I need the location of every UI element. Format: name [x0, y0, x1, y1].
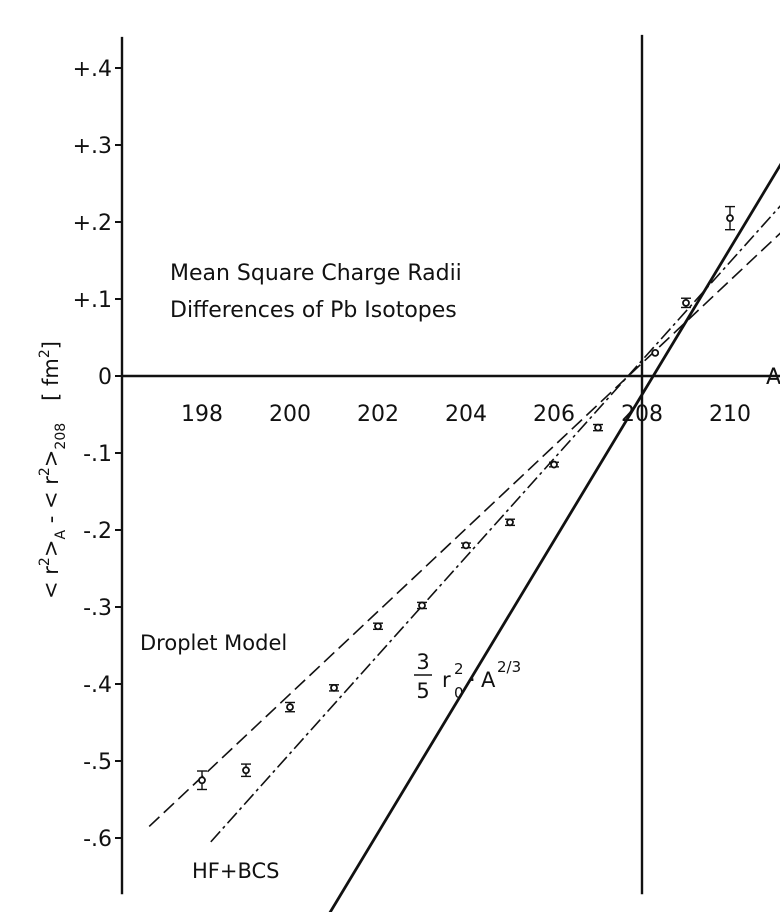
data-point — [593, 423, 603, 432]
y-label-gt2: > — [39, 450, 63, 468]
y-tick-label: +.1 — [73, 288, 112, 313]
data-marker — [726, 214, 734, 223]
formula-r: r — [442, 668, 451, 692]
y-label-unit-sup: 2 — [37, 349, 53, 358]
model-lines — [148, 162, 780, 912]
chart-title-line-2: Differences of Pb Isotopes — [170, 298, 457, 323]
formula-dot: · — [469, 668, 476, 692]
data-point — [241, 763, 251, 778]
data-points — [197, 205, 735, 791]
data-point — [461, 541, 471, 550]
y-label-mid: - < r — [39, 476, 63, 530]
formula-label: 3 5 r 2 0 · A 2/3 — [414, 650, 521, 703]
data-marker — [242, 766, 250, 775]
data-marker — [651, 348, 660, 357]
data-point — [725, 205, 735, 231]
axes — [120, 34, 780, 895]
chart-title-line-1: Mean Square Charge Radii — [170, 261, 462, 286]
formula-r-subscript: 0 — [454, 684, 464, 702]
data-point — [197, 770, 207, 791]
y-label-unit-close: ] — [39, 341, 63, 349]
y-label-unit-open: [ fm — [39, 358, 63, 401]
svg-text:< r2>A - < r2>208[ fm2]: < r2>A - < r2>208[ fm2] — [37, 341, 69, 599]
data-marker — [286, 703, 294, 711]
droplet-model-line — [148, 232, 780, 828]
y-tick-label: -.1 — [83, 442, 112, 467]
formula-r-superscript: 2 — [454, 660, 464, 678]
data-point — [329, 683, 339, 692]
x-tick-label: 198 — [181, 402, 223, 427]
data-marker — [550, 460, 558, 469]
formula-fraction-denominator: 5 — [416, 679, 429, 703]
data-marker — [462, 541, 470, 550]
hf-bcs-label: HF+BCS — [192, 859, 280, 883]
y-label-lt1: < r — [39, 566, 63, 599]
data-point — [373, 622, 383, 631]
data-marker — [506, 518, 514, 527]
y-tick-label: +.2 — [73, 211, 112, 236]
y-label-sup1: 2 — [37, 557, 53, 566]
y-axis-label: < r2>A - < r2>208[ fm2] — [37, 341, 69, 599]
data-point — [505, 518, 515, 527]
x-tick-label: 206 — [533, 402, 575, 427]
y-tick-label: -.5 — [83, 750, 112, 775]
data-marker — [594, 423, 602, 432]
y-tick-label: -.3 — [83, 596, 112, 621]
data-marker — [682, 298, 690, 307]
x-tick-label: 210 — [709, 402, 751, 427]
x-tick-label: 202 — [357, 402, 399, 427]
formula-a: A — [481, 668, 496, 692]
data-marker — [418, 601, 426, 610]
y-tick-label: -.4 — [83, 673, 112, 698]
y-label-sub1: A — [53, 530, 69, 540]
data-point — [417, 601, 427, 610]
r0-formula-line — [328, 162, 780, 912]
data-marker — [330, 683, 338, 692]
data-point — [549, 460, 559, 469]
droplet-model-label: Droplet Model — [140, 631, 287, 655]
y-label-sub2: 208 — [53, 423, 69, 450]
x-tick-label: 200 — [269, 402, 311, 427]
data-marker — [374, 622, 382, 631]
y-tick-label: -.6 — [83, 827, 112, 852]
y-tick-label: +.3 — [73, 134, 112, 159]
y-label-sup2: 2 — [37, 467, 53, 476]
y-label-gt1: > — [39, 540, 63, 558]
formula-fraction-numerator: 3 — [416, 650, 429, 674]
formula-a-superscript: 2/3 — [497, 658, 521, 676]
data-point — [651, 348, 660, 357]
y-tick-label: -.2 — [83, 519, 112, 544]
data-marker — [198, 776, 206, 785]
y-tick-label: +.4 — [73, 57, 112, 82]
data-point — [285, 701, 295, 713]
x-tick-label: 204 — [445, 402, 487, 427]
x-axis-label: A — [766, 365, 780, 390]
x-tick-label: 208 — [621, 402, 663, 427]
data-point — [681, 297, 691, 309]
y-tick-label: 0 — [98, 365, 112, 390]
